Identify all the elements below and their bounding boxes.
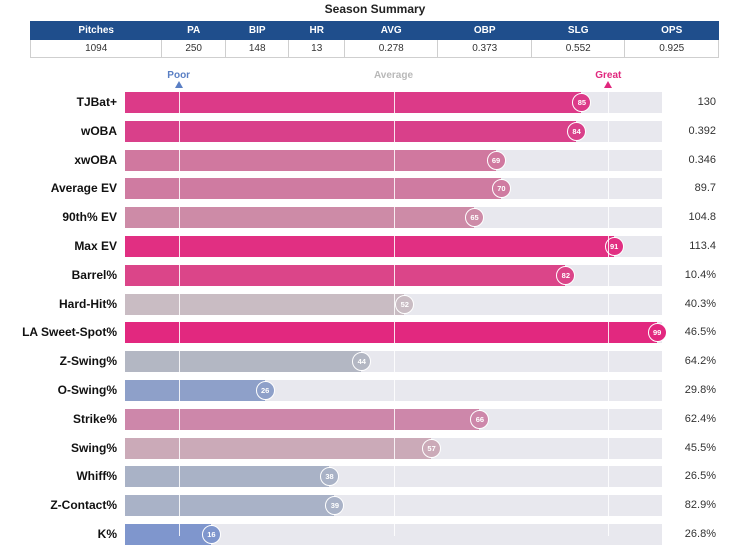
- summary-header-row: Pitches PA BIP HR AVG OBP SLG OPS: [29, 21, 719, 40]
- reference-line-great: [608, 88, 610, 536]
- summary-header-pa: PA: [161, 21, 226, 40]
- metric-value: 104.8: [688, 211, 716, 224]
- percentile-badge: 82: [556, 265, 576, 285]
- summary-value-hr: 13: [288, 39, 345, 58]
- poor-marker-icon: [174, 81, 183, 88]
- metric-value: 82.9%: [684, 499, 716, 512]
- percentile-badge: 26: [255, 381, 275, 400]
- great-marker-icon: [604, 81, 613, 88]
- percentile-badge: 70: [491, 179, 511, 199]
- percentile-bar: [125, 322, 657, 344]
- metric-label: Barrel%: [71, 267, 117, 282]
- summary-value-ops: 0.925: [624, 39, 719, 58]
- metric-value: 45.5%: [684, 441, 716, 454]
- percentile-bar: [125, 264, 566, 286]
- metric-value: 26.5%: [684, 470, 716, 483]
- metric-value: 89.7: [694, 182, 716, 195]
- metric-value: 113.4: [689, 240, 716, 252]
- metric-value: 0.346: [688, 153, 716, 166]
- percentile-badge: 66: [470, 409, 490, 429]
- metric-label: O-Swing%: [57, 383, 117, 397]
- summary-header-hr: HR: [288, 21, 345, 40]
- metric-label: Max EV: [74, 239, 117, 253]
- percentile-badge: 91: [604, 237, 624, 256]
- reference-line-average: [393, 88, 395, 536]
- summary-header-pitches: Pitches: [29, 21, 163, 40]
- summary-value-obp: 0.373: [437, 39, 532, 58]
- summary-header-bip: BIP: [224, 21, 290, 40]
- percentile-bar: [125, 380, 265, 401]
- metric-value: 10.4%: [684, 268, 716, 281]
- percentile-badge: 39: [325, 496, 345, 516]
- scale-label-average: Average: [373, 70, 414, 81]
- percentile-bar: [125, 524, 211, 545]
- percentile-bar: [125, 466, 330, 488]
- scale-label-poor: Poor: [167, 70, 191, 81]
- metric-label: xwOBA: [74, 152, 117, 167]
- percentile-bar: [125, 120, 577, 142]
- percentile-badge: 69: [486, 150, 506, 170]
- metric-value: 29.8%: [684, 384, 716, 396]
- metric-value: 130: [697, 96, 716, 108]
- percentile-badge: 85: [572, 93, 592, 112]
- percentile-bar: [125, 149, 496, 171]
- metric-label: Average EV: [50, 181, 117, 196]
- metric-value: 0.392: [688, 124, 716, 137]
- metric-label: wOBA: [81, 123, 117, 138]
- metric-label: K%: [97, 527, 117, 541]
- percentile-badge: 99: [647, 323, 667, 343]
- metric-label: Z-Contact%: [50, 498, 117, 513]
- metric-label: Z-Swing%: [59, 354, 117, 369]
- metric-label: Whiff%: [76, 469, 117, 484]
- percentile-bar: [125, 293, 405, 315]
- metric-label: Swing%: [70, 440, 117, 455]
- percentile-badge: 57: [422, 438, 442, 458]
- metric-label: Hard-Hit%: [58, 296, 117, 311]
- percentile-badge: 84: [567, 121, 587, 141]
- metric-value: 46.5%: [684, 326, 716, 339]
- summary-value-row: 1094 250 148 13 0.278 0.373 0.552 0.925: [29, 39, 719, 58]
- percentile-badge: 52: [395, 294, 415, 314]
- summary-value-avg: 0.278: [343, 39, 439, 58]
- metric-value: 26.8%: [684, 528, 716, 540]
- percentile-badge: 44: [352, 352, 372, 372]
- metric-value: 62.4%: [684, 412, 716, 425]
- percentile-bar: [125, 437, 432, 459]
- metric-label: LA Sweet-Spot%: [22, 325, 117, 340]
- metric-value: 64.2%: [684, 355, 716, 368]
- metric-label: TJBat+: [76, 95, 117, 109]
- percentile-bar: [125, 178, 501, 200]
- percentile-badge: 38: [320, 467, 340, 487]
- scale-label-great: Great: [595, 70, 622, 81]
- summary-value-slg: 0.552: [530, 39, 626, 58]
- percentile-bar: [125, 92, 582, 113]
- page-title: Season Summary: [324, 2, 426, 16]
- metric-value: 40.3%: [684, 297, 716, 310]
- bar-track: 70: [125, 178, 662, 200]
- metric-label: 90th% EV: [62, 210, 117, 225]
- summary-header-avg: AVG: [343, 21, 439, 40]
- percentile-bar: [125, 207, 475, 229]
- percentile-bar: [125, 495, 335, 517]
- metric-label: Strike%: [72, 411, 117, 426]
- summary-value-bip: 148: [224, 39, 290, 58]
- summary-value-pitches: 1094: [29, 39, 163, 58]
- percentile-badge: 16: [201, 525, 221, 544]
- season-summary-table: Pitches PA BIP HR AVG OBP SLG OPS 1094 250 148 13 0…: [29, 21, 719, 58]
- percentile-badge: 65: [465, 208, 485, 228]
- percentile-bar: [125, 236, 614, 257]
- summary-header-slg: SLG: [530, 21, 626, 40]
- summary-header-obp: OBP: [437, 21, 532, 40]
- reference-line-poor: [178, 88, 180, 536]
- summary-value-pa: 250: [161, 39, 226, 58]
- percentile-bar: [125, 408, 480, 430]
- percentile-bar: [125, 351, 362, 373]
- summary-header-ops: OPS: [624, 21, 719, 40]
